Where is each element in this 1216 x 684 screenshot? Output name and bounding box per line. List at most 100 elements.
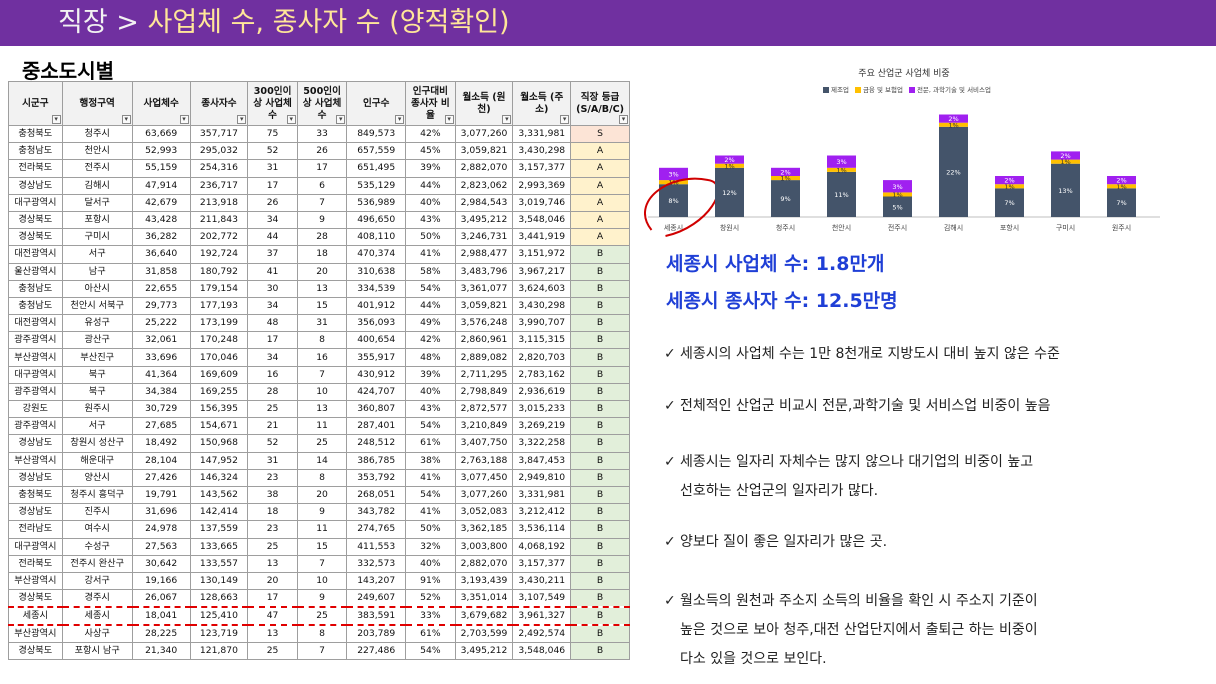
table-cell: 3,193,439 [454, 571, 514, 591]
bar-segment [939, 126, 968, 217]
bullet-text: 세종시의 사업체 수는 1만 8천개로 지방도시 대비 높지 않은 수준 [680, 346, 1060, 362]
column-header[interactable]: 월소득 (원천) ▾ [454, 81, 514, 126]
data-label: 2% [724, 156, 734, 164]
industry-share-chart: 주요 산업군 사업체 비중 제조업 금융 및 보험업 전문, 과학기술 및 서비스업… [644, 52, 1164, 242]
bar-segment [995, 188, 1024, 217]
table-cell: 411,553 [346, 537, 407, 556]
data-label: 11% [834, 191, 848, 199]
table-cell: 30,642 [131, 554, 191, 573]
table-cell: 44% [405, 176, 456, 195]
table-body: 충청북도 청주시 63,669 357,717 75 33 849,573 42% 3,077,… [8, 124, 630, 661]
table-cell: 137,559 [189, 520, 249, 539]
table-cell: 332,573 [346, 554, 407, 573]
table-cell: 25 [247, 537, 298, 556]
table-cell: 34 [247, 348, 298, 367]
table-cell: B [570, 365, 630, 384]
bar-segment [715, 167, 744, 217]
table-cell: 142,414 [189, 503, 249, 522]
table-cell: 세종시 [61, 606, 133, 627]
table-cell: 150,968 [189, 434, 249, 453]
table-cell: 192,724 [189, 245, 249, 264]
filter-dropdown-icon[interactable]: ▾ [121, 115, 131, 124]
table-row: 충청북도 청주시 63,669 357,717 75 33 849,573 42% 3,077,… [8, 124, 630, 144]
table-cell: 34 [247, 296, 298, 316]
table-row: 세종시 세종시 18,041 125,410 47 25 383,591 33% 3,679,6… [8, 606, 630, 627]
x-tick-label: 원주시 [1112, 223, 1131, 232]
filter-dropdown-icon[interactable]: ▾ [619, 115, 628, 124]
table-cell: 2,798,849 [454, 382, 514, 402]
table-cell: 248,512 [346, 434, 407, 453]
column-header[interactable]: 시군구 ▾ [8, 81, 63, 126]
column-header[interactable]: 종사자수 ▾ [189, 81, 249, 126]
table-cell: 657,559 [346, 142, 407, 161]
column-header[interactable]: 300인이상 사업체수 ▾ [247, 81, 298, 126]
table-cell: 3,003,800 [454, 537, 514, 556]
table-cell: B [570, 503, 630, 522]
data-label: 3% [892, 183, 902, 191]
table-cell: 334,539 [346, 279, 407, 298]
filter-dropdown-icon[interactable]: ▾ [286, 115, 296, 124]
table-cell: 41% [405, 468, 456, 487]
table-cell: 17 [296, 159, 348, 178]
table-cell: 424,707 [346, 382, 407, 402]
table-cell: 310,638 [346, 262, 407, 281]
table-cell: 43,428 [131, 210, 191, 230]
data-label: 1% [1004, 183, 1014, 191]
filter-dropdown-icon[interactable]: ▾ [560, 115, 570, 124]
data-label: 12% [722, 189, 736, 197]
table-cell: 31 [296, 314, 348, 333]
table-row: 전라남도 여수시 24,978 137,559 23 11 274,765 50% 3,362,… [8, 520, 630, 539]
filter-dropdown-icon[interactable]: ▾ [502, 115, 512, 124]
table-cell: 대구광역시 [8, 537, 63, 556]
data-label: 5% [892, 203, 902, 211]
filter-dropdown-icon[interactable]: ▾ [444, 115, 454, 124]
table-row: 대구광역시 수성구 27,563 133,665 25 15 411,553 32% 3,003… [8, 537, 630, 556]
column-header[interactable]: 행정구역 ▾ [61, 81, 133, 126]
column-header[interactable]: 직장 등급 (S/A/B/C) ▾ [570, 81, 630, 126]
filter-dropdown-icon[interactable]: ▾ [237, 115, 247, 124]
column-header[interactable]: 인구대비 종사자 비율 ▾ [405, 81, 456, 126]
table-cell: 3,548,046 [512, 210, 572, 230]
table-cell: A [570, 210, 630, 230]
table-cell: 430,912 [346, 365, 407, 384]
table-row: 경상북도 포항시 남구 21,340 121,870 25 7 227,486 54% 3,49… [8, 642, 630, 661]
table-cell: 287,401 [346, 417, 407, 436]
table-cell: 3,430,211 [512, 571, 572, 591]
table-cell: 포항시 [61, 210, 133, 230]
table-cell: 유성구 [61, 314, 133, 333]
table-cell: 대전광역시 [8, 245, 63, 264]
table-cell: 400,654 [346, 331, 407, 350]
table-cell: 대전광역시 [8, 314, 63, 333]
table-cell: 43% [405, 210, 456, 230]
table-cell: 경상북도 [8, 642, 63, 661]
table-cell: 3,847,453 [512, 451, 572, 470]
column-header[interactable]: 월소득 (주소) ▾ [512, 81, 572, 126]
table-cell: 18 [247, 503, 298, 522]
table-cell: 33,696 [131, 348, 191, 367]
column-header[interactable]: 500인이상 사업체수 ▾ [296, 81, 348, 126]
table-row: 대전광역시 서구 36,640 192,724 37 18 470,374 41% 2,988,… [8, 245, 630, 264]
table-cell: 광주광역시 [8, 417, 63, 436]
filter-dropdown-icon[interactable]: ▾ [179, 115, 189, 124]
data-label: 1% [948, 121, 958, 129]
bar-segment [939, 114, 968, 123]
filter-dropdown-icon[interactable]: ▾ [395, 115, 405, 124]
table-cell: 133,665 [189, 537, 249, 556]
table-cell: 28,104 [131, 451, 191, 470]
filter-dropdown-icon[interactable]: ▾ [336, 115, 346, 124]
table-row: 대구광역시 북구 41,364 169,609 16 7 430,912 39% 2,711,2… [8, 365, 630, 384]
data-label: 1% [780, 175, 790, 183]
filter-dropdown-icon[interactable]: ▾ [51, 115, 61, 124]
table-cell: A [570, 159, 630, 178]
table-cell: 496,650 [346, 210, 407, 230]
section-title: 중소도시별 [22, 59, 114, 83]
table-row: 경상북도 포항시 43,428 211,843 34 9 496,650 43% 3,495,2… [8, 210, 630, 230]
column-header[interactable]: 사업체수 ▾ [131, 81, 191, 126]
column-header[interactable]: 인구수 ▾ [346, 81, 407, 126]
table-cell: 55,159 [131, 159, 191, 178]
table-cell: 7 [296, 193, 348, 212]
legend-swatch [854, 87, 861, 93]
table-cell: 21 [247, 417, 298, 436]
table-cell: 213,918 [189, 193, 249, 212]
table-cell: 13 [247, 624, 298, 644]
